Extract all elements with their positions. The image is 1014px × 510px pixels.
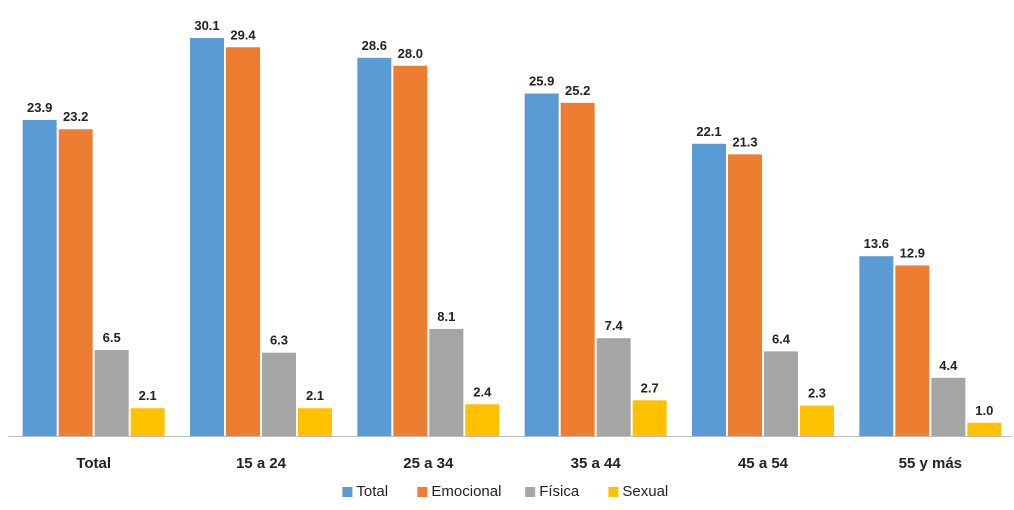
bar-física-2 [429,328,464,436]
bar-total-4 [692,143,726,436]
bar-sexual-3 [632,400,667,436]
bar-sexual-5 [967,422,1002,436]
bar-total-3 [524,93,559,436]
value-label-emocional-3: 25.2 [565,83,590,98]
bar-sexual-4 [800,405,834,436]
category-label-1: 15 a 24 [236,455,287,472]
legend-swatch-emocional [417,487,428,497]
bar-sexual-0 [130,408,165,436]
bar-emocional-0 [58,129,93,436]
bar-total-2 [357,57,392,436]
legend-label-sexual: Sexual [622,483,668,500]
bar-física-3 [596,338,631,436]
legend-swatch-sexual [608,487,619,497]
value-label-total-2: 28.6 [362,38,387,53]
value-label-emocional-4: 21.3 [732,134,757,149]
value-label-total-1: 30.1 [194,18,219,33]
value-labels-group: 23.9 23.2 6.5 2.1 30.1 29.4 6.3 2.1 28.6 28.0 8.1 2… [27,18,993,418]
category-label-3: 35 a 44 [571,455,622,472]
value-label-total-4: 22.1 [696,124,721,139]
value-label-sexual-5: 1.0 [975,403,993,418]
bars-group [22,38,1002,437]
value-label-física-3: 7.4 [605,318,624,333]
legend-label-física: Física [539,483,580,500]
value-label-emocional-2: 28.0 [398,46,423,61]
bar-total-0 [22,119,57,436]
value-label-sexual-0: 2.1 [139,388,157,403]
bar-física-4 [764,351,798,436]
bar-total-5 [859,256,894,436]
bar-emocional-1 [226,47,260,437]
value-label-física-1: 6.3 [270,333,288,348]
value-label-sexual-1: 2.1 [306,388,324,403]
bar-física-5 [931,377,966,436]
bar-emocional-2 [393,65,428,436]
value-label-emocional-5: 12.9 [900,245,925,260]
bar-física-0 [94,350,129,436]
legend-label-emocional: Emocional [431,483,501,500]
bar-emocional-4 [728,154,762,436]
value-label-emocional-0: 23.2 [63,109,88,124]
value-label-física-0: 6.5 [103,330,121,345]
bar-física-1 [262,352,296,436]
value-label-sexual-3: 2.7 [641,380,659,395]
category-label-2: 25 a 34 [403,455,454,472]
bar-emocional-5 [895,265,930,436]
bar-total-1 [190,38,224,436]
bar-emocional-3 [560,102,595,436]
value-label-física-5: 4.4 [939,358,958,373]
value-label-física-4: 6.4 [772,331,791,346]
legend-swatch-física [525,487,536,497]
category-label-4: 45 a 54 [738,455,789,472]
value-label-sexual-2: 2.4 [473,384,492,399]
value-label-física-2: 8.1 [437,309,455,324]
bar-sexual-2 [465,404,500,436]
value-label-sexual-4: 2.3 [808,386,826,401]
value-label-emocional-1: 29.4 [230,27,256,42]
legend-swatch-total [342,487,353,497]
category-label-0: Total [76,455,111,472]
value-label-total-0: 23.9 [27,100,52,115]
bar-sexual-1 [298,408,332,436]
legend: Total Emocional Física Sexual [342,483,668,500]
value-label-total-5: 13.6 [864,236,889,251]
category-label-5: 55 y más [899,455,962,472]
value-label-total-3: 25.9 [529,74,554,89]
category-labels-group: Total 15 a 24 25 a 34 35 a 44 45 a 54 55 y má… [76,455,962,472]
legend-label-total: Total [356,483,388,500]
